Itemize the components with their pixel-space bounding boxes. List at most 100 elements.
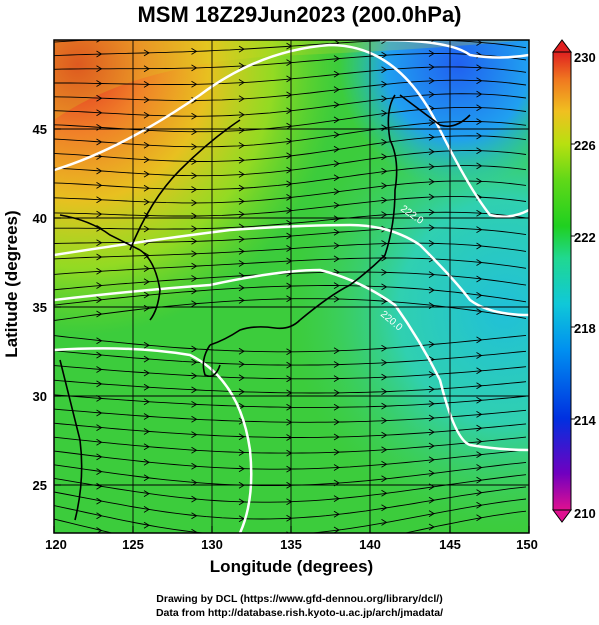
streamline-arrow <box>96 497 103 505</box>
graticule <box>54 40 529 533</box>
streamline-arrow <box>286 152 293 160</box>
streamline-arrow <box>381 240 388 247</box>
streamline-arrow <box>381 431 388 439</box>
streamline-arrow <box>96 512 103 520</box>
streamline-arrow <box>143 383 150 391</box>
streamline-arrow <box>238 62 245 70</box>
streamline-arrow <box>238 402 245 410</box>
streamline-arrow <box>96 40 102 43</box>
streamline-arrow <box>238 79 245 86</box>
streamline-arrow <box>96 453 103 461</box>
streamline-arrow <box>334 543 339 549</box>
streamline-arrow <box>238 156 245 164</box>
streamline-arrow <box>143 304 150 312</box>
streamline-arrow <box>143 369 150 377</box>
streamline-arrow <box>428 148 435 156</box>
colorbar-tick-label: 226 <box>574 138 596 153</box>
streamline-arrow <box>191 345 198 353</box>
streamline-arrow <box>191 172 198 180</box>
streamline-arrow <box>381 417 388 424</box>
colorbar: 230 226 222 218 214 210 <box>552 39 596 523</box>
streamline-arrow <box>333 101 340 109</box>
streamline-arrow <box>143 428 150 435</box>
streamline-arrow <box>381 388 388 395</box>
streamline-arrow <box>191 287 198 295</box>
contour-line <box>54 43 529 218</box>
streamline-arrow <box>191 431 198 438</box>
streamline-arrow <box>476 242 483 250</box>
page-title: MSM 18Z29Jun2023 (200.0hPa) <box>137 2 462 27</box>
streamline-arrow <box>476 489 483 496</box>
streamline-arrow <box>428 91 435 98</box>
streamline-arrow <box>143 474 150 482</box>
streamline-arrow <box>96 109 103 117</box>
streamline-arrow <box>238 184 245 192</box>
streamline-arrow <box>476 275 483 283</box>
streamline-arrow <box>333 188 340 195</box>
streamline-arrow <box>334 24 339 30</box>
streamline-arrow <box>381 182 388 190</box>
streamline-arrow <box>238 111 245 119</box>
streamline-arrow <box>96 167 103 175</box>
streamline-arrow <box>143 443 150 451</box>
streamline-arrow <box>96 80 103 87</box>
streamline-arrow <box>381 344 388 352</box>
streamline-arrow <box>238 449 245 456</box>
streamline-arrow <box>96 196 103 204</box>
streamline-arrow <box>143 355 150 363</box>
streamline-arrow <box>286 180 293 188</box>
x-tick-label: 145 <box>439 537 461 552</box>
streamline-arrow <box>191 401 198 408</box>
streamline-arrow <box>381 519 388 526</box>
streamline-arrow <box>238 374 245 382</box>
colorbar-min-arrow <box>552 509 572 523</box>
streamline-arrow <box>286 295 293 303</box>
contour-line <box>379 40 529 59</box>
streamline-arrow <box>191 80 198 88</box>
streamline-arrow <box>238 235 245 243</box>
streamline-arrow <box>286 257 293 265</box>
streamline-arrow <box>381 211 388 218</box>
streamline-arrow <box>143 398 150 406</box>
axis-ticks <box>53 128 530 533</box>
streamline-arrow <box>428 286 435 294</box>
coastline-shikoku <box>209 319 301 346</box>
streamline-arrow <box>96 253 103 261</box>
colorbar-tick-label: 214 <box>574 413 596 428</box>
streamline-arrow <box>286 137 293 145</box>
streamline-arrow <box>286 389 293 397</box>
streamline-arrow <box>191 64 198 72</box>
streamline-arrow <box>143 198 150 206</box>
streamline-arrow <box>238 95 245 103</box>
streamline-arrow <box>333 255 340 263</box>
streamline-arrow <box>381 51 388 59</box>
y-axis-label: Latitude (degrees) <box>2 210 21 358</box>
streamline-arrow <box>476 382 483 390</box>
streamline-arrow <box>333 70 340 78</box>
streamline-arrow <box>96 482 103 490</box>
streamline-arrow <box>333 448 340 456</box>
streamline-arrow <box>428 469 435 477</box>
streamline-arrow <box>428 385 435 393</box>
streamline-arrow <box>96 409 103 417</box>
streamline-arrow <box>191 495 198 503</box>
streamline-arrow <box>96 138 103 146</box>
streamline-arrow <box>428 119 435 127</box>
streamline-arrow <box>333 86 340 93</box>
x-tick-label: 135 <box>280 537 302 552</box>
streamline-arrow <box>333 201 340 209</box>
streamline-arrow <box>191 128 198 136</box>
streamline-arrow <box>333 295 340 303</box>
streamline-arrow <box>476 178 483 185</box>
streamline-arrow <box>286 361 293 369</box>
streamline-arrow <box>429 24 434 30</box>
streamline-arrow <box>476 464 483 471</box>
streamline-arrow <box>143 96 150 104</box>
streamline-arrow <box>476 438 483 445</box>
streamline-arrow <box>238 360 245 368</box>
streamline-arrow <box>428 341 435 348</box>
streamline-arrow <box>191 446 198 454</box>
streamline-arrow <box>476 396 483 404</box>
y-tick-label: 35 <box>33 300 47 315</box>
streamline-arrow <box>143 156 150 164</box>
